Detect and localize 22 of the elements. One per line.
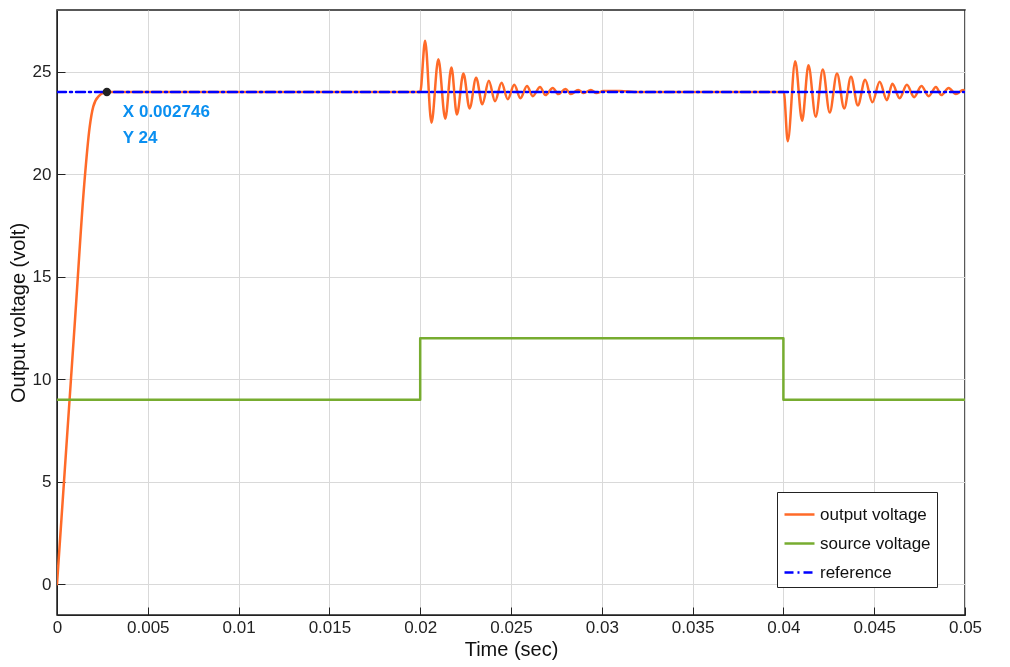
legend-label: source voltage xyxy=(820,533,931,553)
x-tick-label: 0.05 xyxy=(948,617,983,637)
y-tick-label: 0 xyxy=(42,574,52,594)
legend-label: output voltage xyxy=(820,504,927,524)
y-tick-label: 15 xyxy=(32,267,52,287)
x-tick-label: 0.02 xyxy=(404,617,438,637)
x-tick-label: 0.01 xyxy=(222,617,256,637)
legend-label: reference xyxy=(820,562,892,582)
x-tick-label: 0.025 xyxy=(490,617,533,637)
y-tick-label: 5 xyxy=(42,472,52,492)
x-tick-label: 0.035 xyxy=(671,617,715,637)
y-tick-label: 20 xyxy=(32,164,52,184)
x-tick-label: 0.015 xyxy=(308,617,352,637)
annotation: X 0.002746 Y 24 xyxy=(122,102,210,148)
x-axis-title: Time (sec) xyxy=(464,637,559,660)
y-tick-label: 10 xyxy=(32,369,52,389)
x-tick-label: 0.005 xyxy=(127,617,170,637)
x-tick-label: 0.04 xyxy=(767,617,801,637)
x-tick-label: 0.03 xyxy=(585,617,619,637)
y-tick-label: 25 xyxy=(32,62,52,82)
y-axis-title: Output voltage (volt) xyxy=(6,222,29,404)
x-tick-label: 0.045 xyxy=(853,617,896,637)
